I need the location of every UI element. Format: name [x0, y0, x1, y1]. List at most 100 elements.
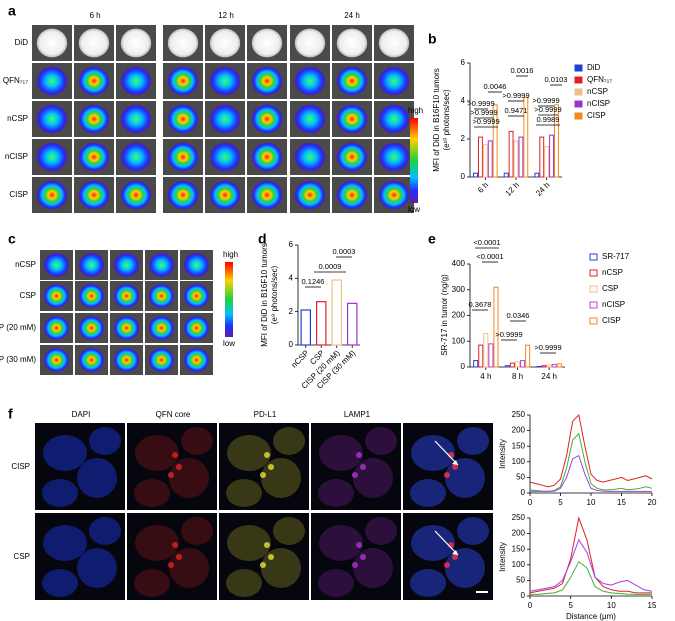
image-blob	[445, 548, 485, 588]
column-header: QFN core	[156, 410, 191, 419]
image-blob	[251, 142, 283, 172]
x-tick-label: 24 h	[541, 372, 557, 381]
y-tick-label: 100	[452, 336, 466, 345]
image-blob	[183, 348, 210, 372]
y-axis-label: MFI of DiD in B16F10 tumors	[432, 68, 441, 172]
bar	[546, 364, 552, 368]
image-blob	[183, 253, 210, 277]
legend-label: SR-717	[602, 252, 630, 261]
image-blob	[120, 180, 152, 210]
row-label: DiD	[15, 38, 29, 47]
bar	[483, 333, 489, 368]
row-label: CSP	[14, 552, 30, 561]
image-blob	[336, 180, 368, 210]
y-tick-label: 50	[516, 576, 525, 585]
x-tick-label: 4 h	[480, 372, 491, 381]
image-blob	[445, 458, 485, 498]
x-tick-label: 12 h	[504, 181, 521, 198]
image-blob	[411, 435, 455, 471]
image-blob	[78, 104, 110, 134]
image-blob	[378, 142, 410, 172]
p-value: 0.0346	[507, 311, 530, 320]
bar	[478, 344, 484, 368]
image-blob	[42, 479, 78, 507]
panel-label: b	[428, 31, 437, 47]
colorbar	[225, 262, 233, 337]
legend-swatch	[589, 317, 598, 325]
bar	[525, 344, 531, 368]
bar	[493, 286, 499, 368]
image-blob	[251, 180, 283, 210]
image-blob	[378, 66, 410, 96]
image-tile	[311, 423, 401, 510]
bar	[509, 362, 515, 368]
y-tick-label: 100	[512, 560, 526, 569]
image-blob	[378, 104, 410, 134]
image-blob	[167, 180, 199, 210]
panel-label: c	[8, 231, 16, 247]
legend-label: DiD	[587, 63, 601, 72]
legend-label: QFN₇₁₇	[587, 75, 612, 84]
x-tick-label: 0	[528, 498, 533, 507]
image-spot	[172, 452, 178, 458]
image-blob	[42, 569, 78, 597]
image-spot	[168, 562, 174, 568]
image-blob	[209, 28, 241, 58]
bar	[549, 134, 555, 178]
bar	[551, 363, 557, 368]
image-blob	[457, 427, 489, 455]
image-blob	[43, 525, 87, 561]
image-blob	[353, 458, 393, 498]
image-blob	[181, 517, 213, 545]
legend-swatch	[574, 100, 583, 108]
p-value: >0.9999	[470, 108, 497, 117]
bar	[539, 136, 545, 178]
image-blob	[294, 180, 326, 210]
image-blob	[78, 28, 110, 58]
image-blob	[183, 284, 210, 308]
legend-swatch	[589, 253, 598, 261]
image-blob	[336, 104, 368, 134]
image-spot	[452, 464, 458, 470]
y-axis-unit: (e⁹ photons/sec)	[270, 265, 279, 324]
legend-swatch	[589, 301, 598, 309]
image-blob	[36, 142, 68, 172]
panel-label: a	[8, 3, 16, 19]
bar	[492, 104, 498, 178]
image-blob	[209, 142, 241, 172]
bar	[473, 172, 478, 178]
legend-label: CISP	[587, 111, 606, 120]
image-blob	[89, 427, 121, 455]
bar	[503, 172, 509, 178]
x-tick-label: 10	[607, 601, 616, 610]
image-blob	[181, 427, 213, 455]
image-blob	[457, 517, 489, 545]
legend-label: nCSP	[602, 268, 623, 277]
x-tick-label: 15	[648, 601, 657, 610]
row-label: QFN₇₁₇	[3, 76, 28, 85]
image-blob	[148, 253, 175, 277]
image-blob	[336, 66, 368, 96]
line-series	[529, 538, 653, 592]
bar	[482, 144, 488, 178]
legend-label: nCSP	[587, 87, 608, 96]
p-value: >0.9999	[502, 91, 529, 100]
panel-label: d	[258, 231, 267, 247]
legend-swatch	[574, 76, 583, 84]
bar	[477, 136, 483, 178]
bar	[331, 279, 343, 346]
y-tick-label: 0	[461, 362, 466, 371]
legend-swatch	[574, 112, 583, 120]
line-series	[529, 516, 652, 594]
image-blob	[378, 28, 410, 58]
bar	[536, 365, 542, 368]
image-blob	[78, 142, 110, 172]
y-tick-label: 0	[289, 340, 294, 349]
legend-label: CISP	[602, 316, 621, 325]
p-value: 0.0046	[484, 82, 507, 91]
image-blob	[169, 458, 209, 498]
p-value: 0.9989	[537, 115, 560, 124]
image-tile	[219, 513, 309, 600]
column-header: DAPI	[72, 410, 91, 419]
